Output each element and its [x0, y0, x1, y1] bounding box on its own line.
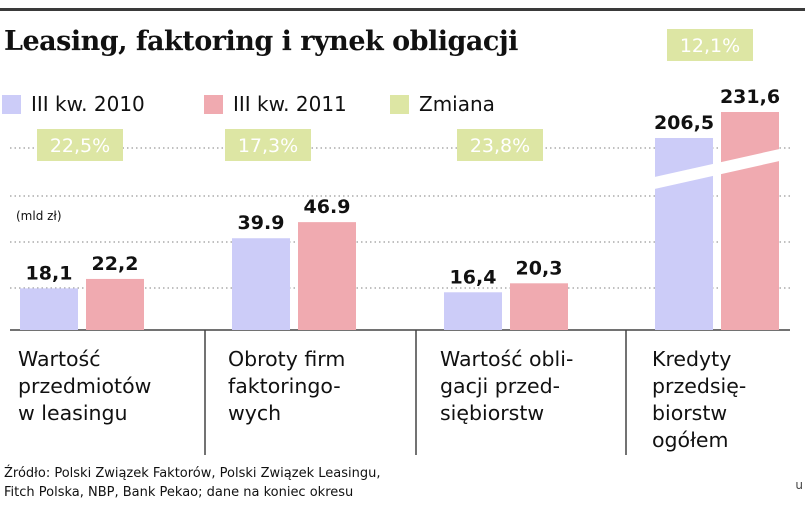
category-label-factoring: Obroty firm faktoringo- wych — [228, 347, 346, 425]
data-label-2010-group-3: 206,5 — [654, 112, 714, 134]
category-label-bonds: Wartość obli- gacji przed- siębiorstw — [440, 347, 574, 425]
legend-swatch-2011 — [204, 94, 223, 114]
legend-swatch-change — [390, 94, 409, 114]
change-badge-1 — [225, 129, 311, 161]
top-rule — [0, 8, 805, 11]
data-label-2010-group-2: 16,4 — [450, 266, 497, 288]
change-label-1: 17,3% — [238, 135, 298, 157]
legend: III kw. 2010 III kw. 2011 Zmiana — [0, 92, 560, 122]
change-badge-2 — [457, 129, 543, 161]
corner-mark: u — [795, 478, 803, 492]
data-label-2011-group-2: 20,3 — [516, 257, 563, 279]
change-label-3: 12,1% — [680, 35, 740, 57]
bar-2010-group-2 — [444, 292, 502, 330]
axis-break-mark — [650, 148, 784, 190]
bar-2010-group-1 — [232, 238, 290, 330]
legend-item-2011: III kw. 2011 — [204, 92, 347, 116]
change-label-0: 22,5% — [50, 135, 110, 157]
bar-2011-group-3 — [721, 112, 779, 330]
change-label-2: 23,8% — [470, 135, 530, 157]
bar-2011-group-0 — [86, 278, 144, 330]
source-note: Źródło: Polski Związek Faktorów, Polski … — [4, 466, 381, 500]
change-badge-3 — [667, 29, 753, 61]
chart-title: Leasing, faktoring i rynek obligacji — [4, 26, 518, 57]
data-label-2011-group-0: 22,2 — [92, 253, 139, 275]
legend-label-2010: III kw. 2010 — [31, 92, 145, 116]
bar-2011-group-1 — [298, 222, 356, 330]
data-label-2011-group-1: 46.9 — [304, 196, 351, 218]
data-label-2010-group-0: 18,1 — [26, 262, 73, 284]
legend-label-2011: III kw. 2011 — [233, 92, 347, 116]
legend-item-change: Zmiana — [390, 92, 495, 116]
legend-label-change: Zmiana — [419, 92, 495, 116]
change-badge-0 — [37, 129, 123, 161]
data-label-2010-group-1: 39.9 — [238, 212, 285, 234]
bar-2010-group-0 — [20, 288, 78, 330]
data-label-2011-group-3: 231,6 — [720, 86, 780, 108]
legend-item-2010: III kw. 2010 — [2, 92, 145, 116]
unit-label: (mld zł) — [16, 209, 62, 223]
category-label-leasing: Wartość przedmiotów w leasingu — [18, 347, 152, 425]
category-label-credits: Kredyty przedsię- biorstw ogółem — [652, 347, 747, 452]
legend-swatch-2010 — [2, 94, 21, 114]
bar-2011-group-2 — [510, 283, 568, 330]
